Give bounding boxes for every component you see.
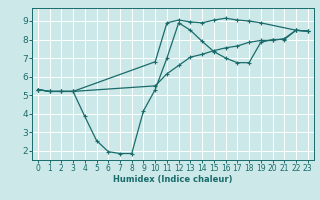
X-axis label: Humidex (Indice chaleur): Humidex (Indice chaleur): [113, 175, 233, 184]
